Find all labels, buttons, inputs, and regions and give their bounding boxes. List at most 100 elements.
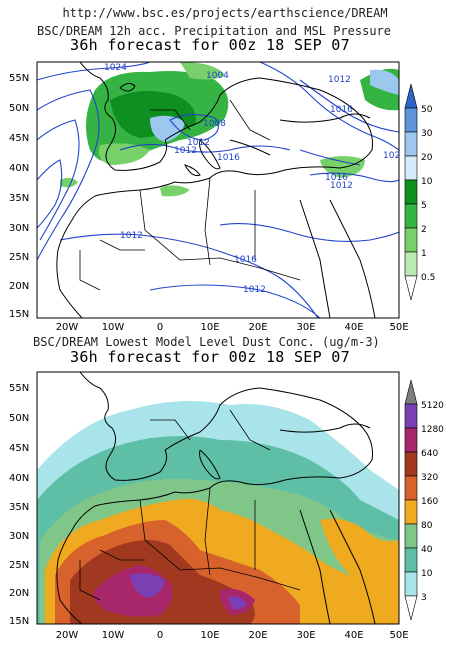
dust-areas [37, 401, 399, 624]
colorbar-label: 5 [421, 201, 427, 211]
map2-title: BSC/DREAM Lowest Model Level Dust Conc. … [33, 335, 380, 349]
lon-label: 0 [157, 630, 163, 641]
map2-lon-labels: 20W 10W 0 10E 20E 30E 40E 50E [56, 630, 409, 641]
lat-label: 15N [9, 616, 29, 627]
map1-title: BSC/DREAM 12h acc. Precipitation and MSL… [37, 24, 392, 38]
precip-areas [60, 62, 399, 197]
lat-label: 35N [9, 193, 29, 204]
precip-map: 1024 1004 1012 1016 1008 1012 1012 1016 … [9, 61, 435, 333]
lon-label: 10W [102, 322, 125, 333]
colorbar-swatch [404, 595, 418, 621]
lon-label: 20E [248, 630, 267, 641]
colorbar-swatch [404, 83, 418, 109]
colorbar-swatch [404, 547, 418, 573]
colorbar-label: 160 [421, 497, 438, 507]
lon-label: 20W [56, 322, 79, 333]
colorbar-label: 40 [421, 545, 433, 555]
lat-label: 20N [9, 281, 29, 292]
map1-lat-labels: 55N 50N 45N 40N 35N 30N 25N 20N 15N [9, 73, 29, 320]
colorbar-swatch [404, 107, 418, 133]
lon-label: 20E [248, 322, 267, 333]
colorbar-swatch [404, 203, 418, 229]
map2-subtitle: 36h forecast for 00z 18 SEP 07 [70, 348, 350, 366]
isobar-label: 1012 [120, 231, 143, 241]
isobar-label: 1016 [325, 173, 348, 183]
colorbar-swatch [404, 499, 418, 525]
colorbar-label: 80 [421, 521, 433, 531]
borders-2 [79, 409, 301, 601]
isobar-label: 1012 [174, 146, 197, 156]
colorbar-swatch [404, 227, 418, 253]
isobar-label: 1012 [187, 138, 210, 148]
lat-label: 55N [9, 73, 29, 84]
colorbar-label: 320 [421, 473, 438, 483]
coastlines-2 [56, 372, 376, 624]
colorbar-swatch [404, 427, 418, 453]
map2-lat-labels: 55N 50N 45N 40N 35N 30N 25N 20N 15N [9, 383, 29, 627]
colorbar-label: 50 [421, 105, 433, 115]
lat-label: 35N [9, 502, 29, 513]
lat-label: 15N [9, 309, 29, 320]
colorbar-swatch [404, 451, 418, 477]
colorbar-swatch [404, 179, 418, 205]
dust-map: 55N 50N 45N 40N 35N 30N 25N 20N 15N 20W … [9, 371, 444, 641]
isobar-label: 1012 [330, 181, 353, 191]
borders-1 [79, 99, 301, 291]
colorbar-swatch [404, 523, 418, 549]
lon-label: 50E [389, 322, 408, 333]
lat-label: 45N [9, 133, 29, 144]
colorbar-swatch [404, 131, 418, 157]
lat-label: 20N [9, 588, 29, 599]
colorbar-label: 10 [421, 569, 433, 579]
isobar-label: 1016 [217, 153, 240, 163]
colorbar-label: 2 [421, 225, 427, 235]
precip-colorbar [404, 83, 418, 301]
lon-label: 40E [344, 322, 363, 333]
colorbar-swatch [404, 379, 418, 405]
lat-label: 25N [9, 560, 29, 571]
source-url: http://www.bsc.es/projects/earthscience/… [62, 6, 388, 20]
colorbar-label: 640 [421, 449, 438, 459]
dust-colorbar [404, 379, 418, 621]
colorbar-label: 20 [421, 153, 433, 163]
map1-lon-labels: 20W 10W 0 10E 20E 30E 40E 50E [56, 322, 409, 333]
colorbar-label: 0.5 [421, 273, 435, 283]
colorbar-swatch [404, 155, 418, 181]
lon-label: 0 [157, 322, 163, 333]
colorbar-swatch [404, 571, 418, 597]
lon-label: 50E [389, 630, 408, 641]
isobar-label: 1004 [206, 71, 229, 81]
colorbar-label: 1 [421, 249, 427, 259]
colorbar-label: 3 [421, 593, 427, 603]
lon-label: 30E [296, 322, 315, 333]
lat-label: 45N [9, 443, 29, 454]
isobar-label: 1012 [243, 285, 266, 295]
lon-label: 40E [344, 630, 363, 641]
isobar-labels: 1024 1004 1012 1016 1008 1012 1012 1016 … [104, 63, 400, 295]
lat-label: 50N [9, 413, 29, 424]
isobar-label: 1016 [234, 255, 257, 265]
lat-label: 55N [9, 383, 29, 394]
colorbar-swatch [404, 275, 418, 301]
colorbar-label: 5120 [421, 401, 444, 411]
isobar-label: 102 [383, 151, 400, 161]
isobar-label: 1012 [328, 75, 351, 85]
isobar-label: 1008 [203, 119, 226, 129]
lat-label: 25N [9, 252, 29, 263]
lat-label: 30N [9, 531, 29, 542]
lat-label: 50N [9, 103, 29, 114]
lon-label: 10W [102, 630, 125, 641]
lat-label: 40N [9, 473, 29, 484]
precip-colorbar-labels: 50 30 20 10 5 2 1 0.5 [421, 105, 435, 283]
coastlines-1 [56, 62, 376, 318]
colorbar-swatch [404, 403, 418, 429]
colorbar-swatch [404, 251, 418, 277]
dust-colorbar-labels: 5120 1280 640 320 160 80 40 10 3 [421, 401, 444, 603]
colorbar-swatch [404, 475, 418, 501]
lon-label: 10E [200, 322, 219, 333]
colorbar-label: 30 [421, 129, 433, 139]
colorbar-label: 1280 [421, 425, 444, 435]
colorbar-label: 10 [421, 177, 433, 187]
lat-label: 30N [9, 223, 29, 234]
